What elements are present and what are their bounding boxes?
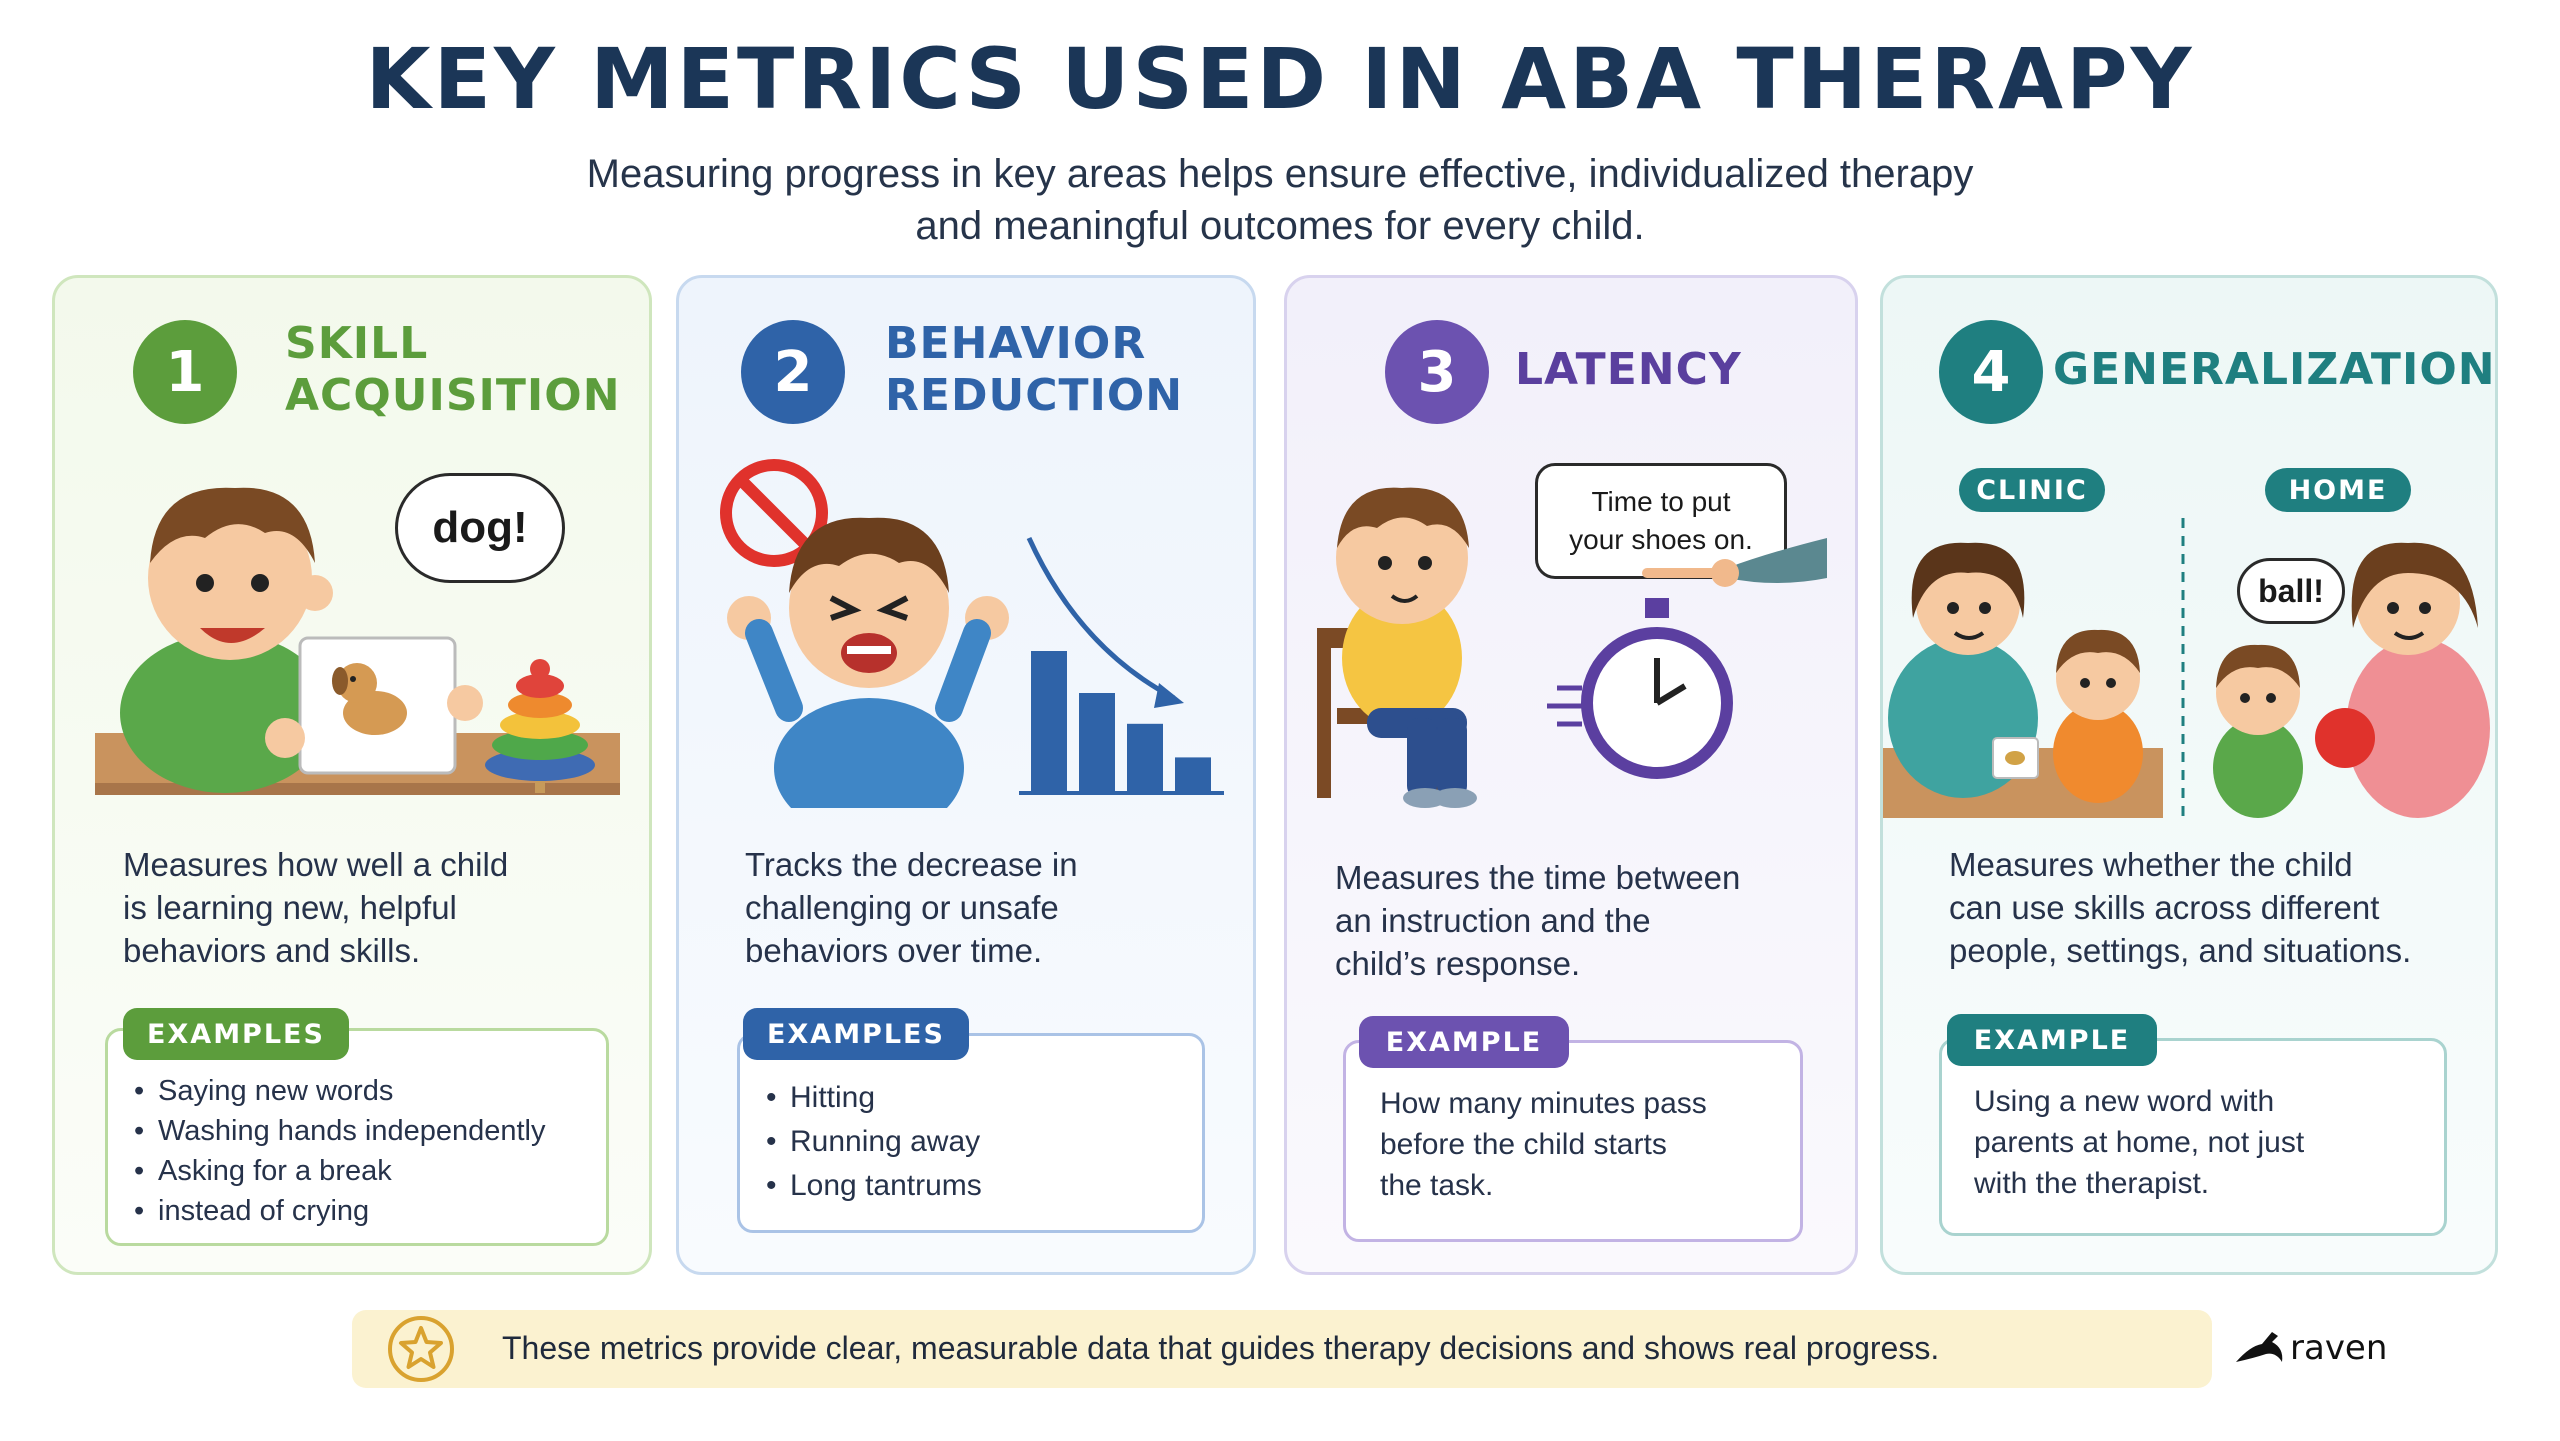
card-description: Measures whether the child can use skill…: [1949, 843, 2411, 972]
list-item: Hitting: [762, 1076, 982, 1120]
card-heading: GENERALIZATION: [2053, 344, 2496, 395]
description-line: Measures how well a child: [123, 846, 509, 883]
footer-text: These metrics provide clear, measurable …: [502, 1330, 1940, 1366]
description-line: an instruction and the: [1335, 902, 1651, 939]
list-item-continued-text: instead of crying: [158, 1195, 370, 1227]
brand-name: raven: [2290, 1328, 2388, 1368]
example-text: Using a new word with parents at home, n…: [1974, 1081, 2304, 1204]
footer-banner: These metrics provide clear, measurable …: [352, 1310, 2212, 1388]
chart-bar: [1079, 693, 1115, 791]
clinic-and-home-illustration: [1883, 518, 2490, 818]
example-box: Using a new word with parents at home, n…: [1939, 1038, 2447, 1236]
heading-line: BEHAVIOR: [885, 318, 1147, 369]
description-line: people, settings, and situations.: [1949, 932, 2412, 969]
card-heading: SKILL ACQUISITION: [285, 318, 621, 422]
example-line: How many minutes pass: [1380, 1087, 1707, 1120]
list-item: Running away: [762, 1120, 982, 1164]
chart-bar: [1031, 651, 1067, 791]
star-icon: [388, 1316, 454, 1382]
child-and-stopwatch-illustration: [1317, 487, 1827, 808]
card-generalization: 4 GENERALIZATION CLINIC HOME ball! Measu…: [1880, 275, 2498, 1275]
example-line: parents at home, not just: [1974, 1126, 2305, 1159]
card-number-badge: 4: [1939, 320, 2043, 424]
brand-logo: raven: [2232, 1320, 2402, 1380]
speech-bubble: ball!: [2237, 558, 2345, 624]
list-item: Asking for a break: [130, 1151, 545, 1191]
example-line: the task.: [1380, 1169, 1494, 1202]
examples-list: Hitting Running away Long tantrums: [762, 1076, 982, 1208]
description-line: behaviors and skills.: [123, 932, 421, 969]
description-line: can use skills across different: [1949, 889, 2380, 926]
list-item-continued: instead of crying: [130, 1191, 545, 1231]
description-line: is learning new, helpful: [123, 889, 457, 926]
example-box: How many minutes pass before the child s…: [1343, 1040, 1803, 1242]
card-description: Measures how well a child is learning ne…: [123, 843, 508, 972]
card-latency: 3 LATENCY Time to put your shoes on.: [1284, 275, 1858, 1275]
child-with-flashcard-illustration: [95, 487, 620, 795]
heading-line: ACQUISITION: [285, 370, 621, 421]
bubble-line: your shoes on.: [1569, 524, 1753, 555]
description-line: challenging or unsafe: [745, 889, 1059, 926]
card-behavior-reduction: 2 BEHAVIOR REDUCTION Tracks the decrease…: [676, 275, 1256, 1275]
examples-box: Saying new words Washing hands independe…: [105, 1028, 609, 1246]
description-line: Tracks the decrease in: [745, 846, 1078, 883]
example-text: How many minutes pass before the child s…: [1380, 1083, 1707, 1206]
card-description: Measures the time between an instruction…: [1335, 856, 1740, 985]
speech-bubble: dog!: [395, 473, 565, 583]
list-item: Washing hands independently: [130, 1111, 545, 1151]
examples-label: EXAMPLES: [123, 1008, 349, 1060]
card-heading: LATENCY: [1515, 344, 1742, 395]
list-item: Long tantrums: [762, 1164, 982, 1208]
page-title: KEY METRICS USED IN ABA THERAPY: [365, 30, 2195, 128]
card-heading: BEHAVIOR REDUCTION: [885, 318, 1183, 422]
card-skill-acquisition: 1 SKILL ACQUISITION dog! Measures how we…: [52, 275, 652, 1275]
decreasing-bar-chart: [1019, 536, 1224, 795]
home-tag: HOME: [2265, 468, 2411, 512]
description-line: Measures the time between: [1335, 859, 1741, 896]
upset-child-illustration: [720, 459, 1009, 808]
example-line: with the therapist.: [1974, 1167, 2210, 1200]
page-subtitle: Measuring progress in key areas helps en…: [380, 148, 2180, 252]
example-line: before the child starts: [1380, 1128, 1667, 1161]
subtitle-line: and meaningful outcomes for every child.: [915, 204, 1645, 248]
example-line: Using a new word with: [1974, 1085, 2275, 1118]
examples-box: Hitting Running away Long tantrums: [737, 1033, 1205, 1233]
description-line: behaviors over time.: [745, 932, 1043, 969]
subtitle-line: Measuring progress in key areas helps en…: [586, 152, 1974, 196]
card-number-badge: 1: [133, 320, 237, 424]
chart-bar: [1127, 723, 1163, 791]
card-number-badge: 3: [1385, 320, 1489, 424]
examples-label: EXAMPLES: [743, 1008, 969, 1060]
raven-logo-icon: [2236, 1332, 2283, 1362]
list-item: Saying new words: [130, 1071, 545, 1111]
description-line: Measures whether the child: [1949, 846, 2353, 883]
heading-line: SKILL: [285, 318, 429, 369]
card-number-badge: 2: [741, 320, 845, 424]
examples-list: Saying new words Washing hands independe…: [130, 1071, 545, 1231]
chart-bar: [1175, 757, 1211, 791]
description-line: child’s response.: [1335, 945, 1581, 982]
speech-bubble: Time to put your shoes on.: [1535, 463, 1787, 579]
clinic-tag: CLINIC: [1959, 468, 2105, 512]
bubble-line: Time to put: [1591, 486, 1731, 517]
example-label: EXAMPLE: [1359, 1016, 1569, 1068]
card-description: Tracks the decrease in challenging or un…: [745, 843, 1078, 972]
heading-line: REDUCTION: [885, 370, 1184, 421]
example-label: EXAMPLE: [1947, 1014, 2157, 1066]
